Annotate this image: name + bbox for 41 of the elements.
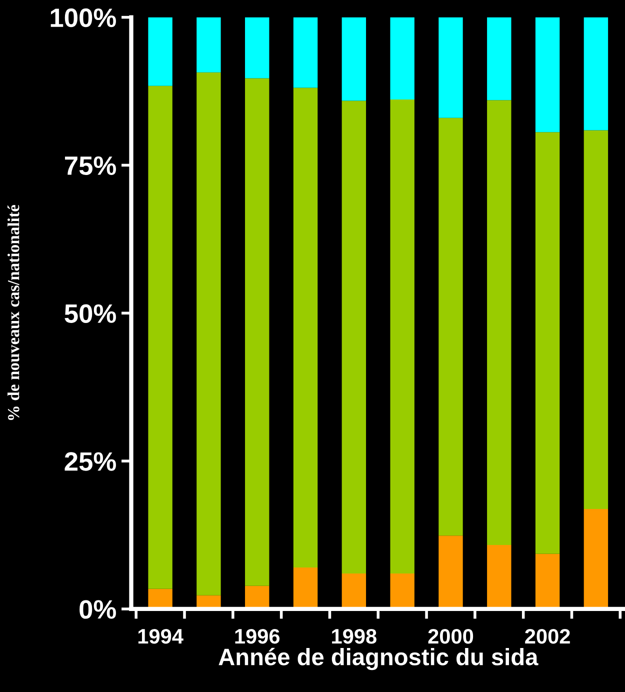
bar (438, 536, 463, 609)
bar (390, 573, 414, 609)
bar (487, 17, 512, 100)
bar (148, 588, 172, 609)
bar (196, 17, 221, 72)
y-tick-label: 0% (80, 600, 116, 619)
bar (148, 86, 172, 589)
bar (245, 78, 270, 586)
x-tick-label: 1998 (332, 628, 376, 644)
x-tick-label: 1996 (235, 628, 280, 644)
y-tick-label: 50% (64, 304, 116, 323)
y-tick-label: 25% (64, 452, 116, 471)
x-tick-label: 2000 (428, 628, 474, 644)
bar (535, 554, 560, 609)
bar (390, 17, 414, 100)
x-axis-title: Année de diagnostic du sida (218, 648, 538, 670)
bar (245, 17, 270, 78)
bar (438, 118, 463, 536)
bar (487, 100, 512, 546)
bar (438, 17, 463, 118)
bar (245, 586, 270, 609)
bar (390, 100, 414, 574)
bar (148, 17, 172, 86)
bar (535, 17, 560, 132)
bar (196, 72, 221, 596)
bar (342, 100, 366, 574)
bar (293, 88, 318, 568)
x-tick-label: 1994 (138, 628, 184, 644)
x-tick-label: 2002 (525, 628, 570, 644)
y-tick-label: 100% (50, 8, 116, 28)
bar (342, 573, 366, 609)
bar (584, 17, 608, 130)
bar (584, 130, 608, 509)
y-axis-title: % de nouveaux cas/nationalité (7, 204, 20, 420)
bar (487, 545, 512, 609)
bar (342, 17, 366, 101)
y-tick-label: 75% (64, 156, 116, 176)
bar (293, 568, 318, 609)
bar (293, 17, 318, 88)
bar (584, 508, 608, 609)
bar (535, 132, 560, 554)
